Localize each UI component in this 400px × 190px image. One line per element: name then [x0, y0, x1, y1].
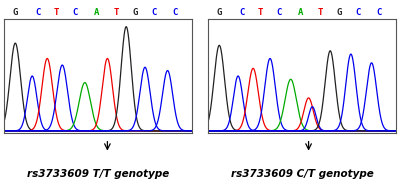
- Text: C: C: [239, 8, 244, 17]
- Text: C: C: [152, 8, 157, 17]
- Text: C: C: [277, 8, 282, 17]
- Text: A: A: [298, 8, 303, 17]
- Text: C: C: [376, 8, 382, 17]
- Text: G: G: [216, 8, 222, 17]
- Text: A: A: [94, 8, 99, 17]
- Text: C: C: [356, 8, 361, 17]
- Text: G: G: [133, 8, 138, 17]
- Text: C: C: [73, 8, 78, 17]
- Text: T: T: [318, 8, 324, 17]
- Text: T: T: [258, 8, 263, 17]
- Text: T: T: [54, 8, 59, 17]
- Text: rs3733609 T/T genotype: rs3733609 T/T genotype: [27, 169, 169, 180]
- Text: G: G: [12, 8, 18, 17]
- Text: rs3733609 C/T genotype: rs3733609 C/T genotype: [231, 169, 373, 180]
- Text: C: C: [172, 8, 178, 17]
- Text: C: C: [35, 8, 40, 17]
- Text: G: G: [337, 8, 342, 17]
- Text: T: T: [114, 8, 120, 17]
